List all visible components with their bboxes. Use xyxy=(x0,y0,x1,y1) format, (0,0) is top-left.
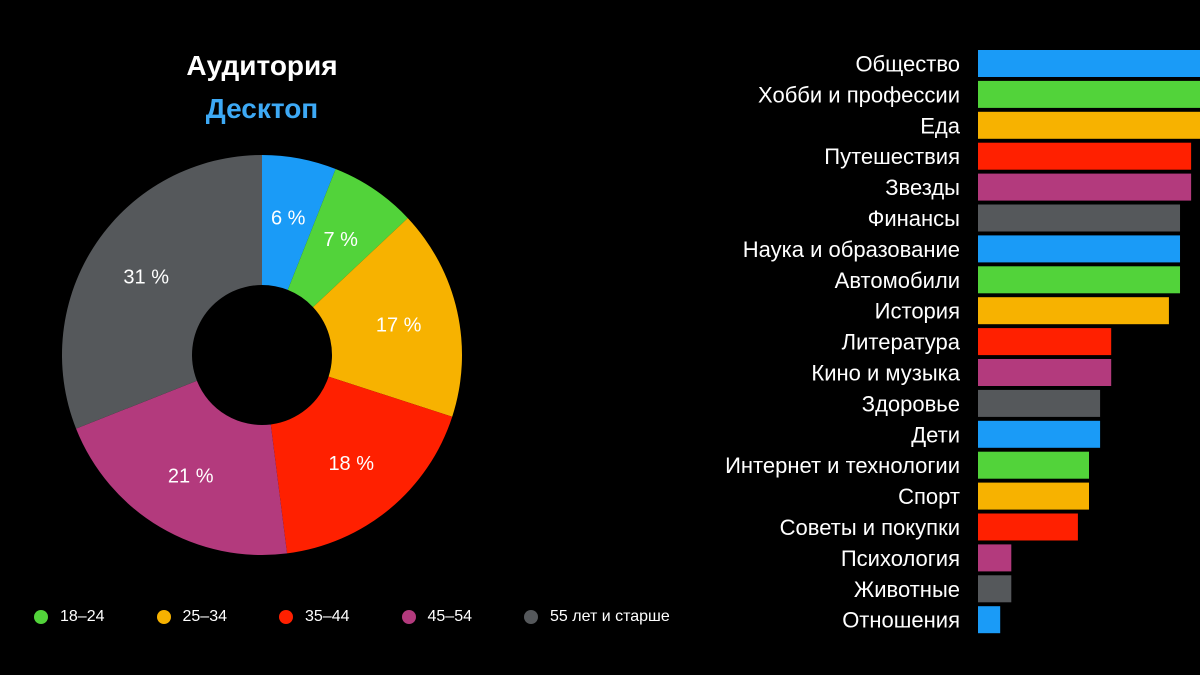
category-label: Звезды xyxy=(885,175,960,200)
pie-slice xyxy=(76,380,288,555)
slice-label: 6 % xyxy=(271,207,306,229)
slice-label: 31 % xyxy=(123,266,169,288)
bar xyxy=(978,451,1089,479)
slice-label: 7 % xyxy=(323,229,358,251)
legend-swatch-icon xyxy=(279,610,293,624)
slice-label: 17 % xyxy=(376,314,422,336)
bar xyxy=(978,297,1169,325)
legend-swatch-icon xyxy=(34,610,48,624)
category-label: Психология xyxy=(841,546,960,571)
legend-label: 55 лет и старше xyxy=(550,608,670,625)
pie-slice xyxy=(313,218,462,417)
bar xyxy=(978,606,1001,634)
category-label: Финансы xyxy=(868,206,960,231)
category-label: Интернет и технологии xyxy=(725,453,960,478)
pie-slice xyxy=(62,155,263,429)
category-label: Еда xyxy=(920,113,961,138)
category-label: Здоровье xyxy=(862,391,960,416)
donut-chart: 6 % 7 % 17 % 18 % 21 % 31 % xyxy=(62,155,462,555)
legend-item: 45–54 xyxy=(401,608,473,626)
slice-label: 21 % xyxy=(168,466,214,488)
bar xyxy=(978,50,1200,77)
category-label: Хобби и профессии xyxy=(758,82,960,107)
category-label: Дети xyxy=(911,422,960,447)
chart-subtitle: Десктоп xyxy=(205,93,319,124)
bar xyxy=(978,544,1012,572)
category-label: Автомобили xyxy=(835,268,960,293)
legend-item: 35–44 xyxy=(279,608,350,626)
pie-slice xyxy=(270,376,453,554)
category-label: Наука и образование xyxy=(743,237,960,262)
bar xyxy=(978,142,1192,170)
bar xyxy=(978,328,1112,356)
category-label: Кино и музыка xyxy=(811,361,960,386)
bar xyxy=(978,204,1181,232)
legend-swatch-icon xyxy=(401,610,416,624)
bar xyxy=(978,173,1192,201)
bar xyxy=(978,513,1078,541)
bar xyxy=(978,359,1112,386)
legend: 18–24 25–34 35–44 45–54 55 лет и старше xyxy=(34,608,670,626)
bar xyxy=(978,266,1181,294)
legend-label: 25–34 xyxy=(182,608,228,625)
legend-label: 45–54 xyxy=(427,608,473,625)
chart-title: Аудитория xyxy=(186,50,338,81)
category-label: Советы и покупки xyxy=(780,515,960,540)
legend-label: 35–44 xyxy=(305,608,350,625)
bar xyxy=(978,575,1012,603)
category-label: История xyxy=(875,299,960,324)
legend-label: 18–24 xyxy=(60,608,105,625)
slice-label: 18 % xyxy=(328,453,374,475)
legend-item: 25–34 xyxy=(156,608,228,626)
category-label: Литература xyxy=(842,330,961,355)
bar xyxy=(978,420,1101,448)
category-label: Путешествия xyxy=(824,144,960,169)
bar xyxy=(978,482,1089,510)
category-label: Отношения xyxy=(842,608,960,633)
category-label: Животные xyxy=(854,577,960,602)
legend-item: 55 лет и старше xyxy=(524,608,670,626)
bar xyxy=(978,235,1181,263)
legend-item: 18–24 xyxy=(34,608,105,626)
bar xyxy=(978,80,1200,108)
bar xyxy=(978,111,1200,139)
pie-slice xyxy=(262,155,336,290)
pie-slice xyxy=(287,169,408,308)
category-label: Спорт xyxy=(898,484,960,509)
legend-swatch-icon xyxy=(524,610,538,624)
legend-swatch-icon xyxy=(156,610,171,624)
bar xyxy=(978,389,1101,417)
category-label: Общество xyxy=(855,52,960,77)
